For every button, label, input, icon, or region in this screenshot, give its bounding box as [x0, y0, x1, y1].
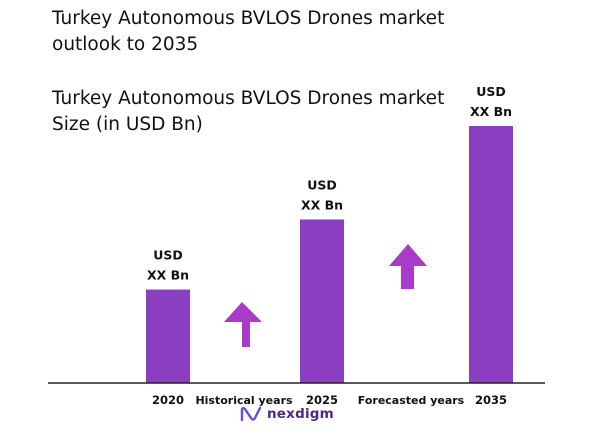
brand-logo: nexdigm	[240, 406, 334, 422]
data-label-2020-currency: USD	[153, 248, 183, 263]
growth-arrow-historical-icon	[224, 302, 262, 347]
page-title: Turkey Autonomous BVLOS Drones market ou…	[52, 8, 445, 55]
chart-title: Turkey Autonomous BVLOS Drones market Si…	[52, 88, 445, 135]
data-label-2025-currency: USD	[307, 177, 337, 192]
logo-text: nexdigm	[267, 406, 334, 422]
x-tick-label-2025: 2025	[306, 393, 338, 407]
data-label-2025-value: XX Bn	[301, 197, 343, 212]
period-label-forecast: Forecasted years	[358, 394, 465, 407]
data-label-2020-value: XX Bn	[147, 268, 189, 283]
x-tick-label-2020: 2020	[152, 393, 184, 407]
x-tick-label-2035: 2035	[475, 393, 507, 407]
growth-arrow-forecast-icon	[389, 244, 427, 289]
bar-2035	[469, 126, 513, 383]
nexdigm-logo-icon	[240, 406, 262, 422]
period-label-historical: Historical years	[195, 394, 293, 407]
data-label-2035-value: XX Bn	[470, 104, 512, 119]
bar-2020	[146, 289, 190, 383]
bar-2025	[300, 219, 344, 383]
data-label-2035-currency: USD	[476, 84, 506, 99]
